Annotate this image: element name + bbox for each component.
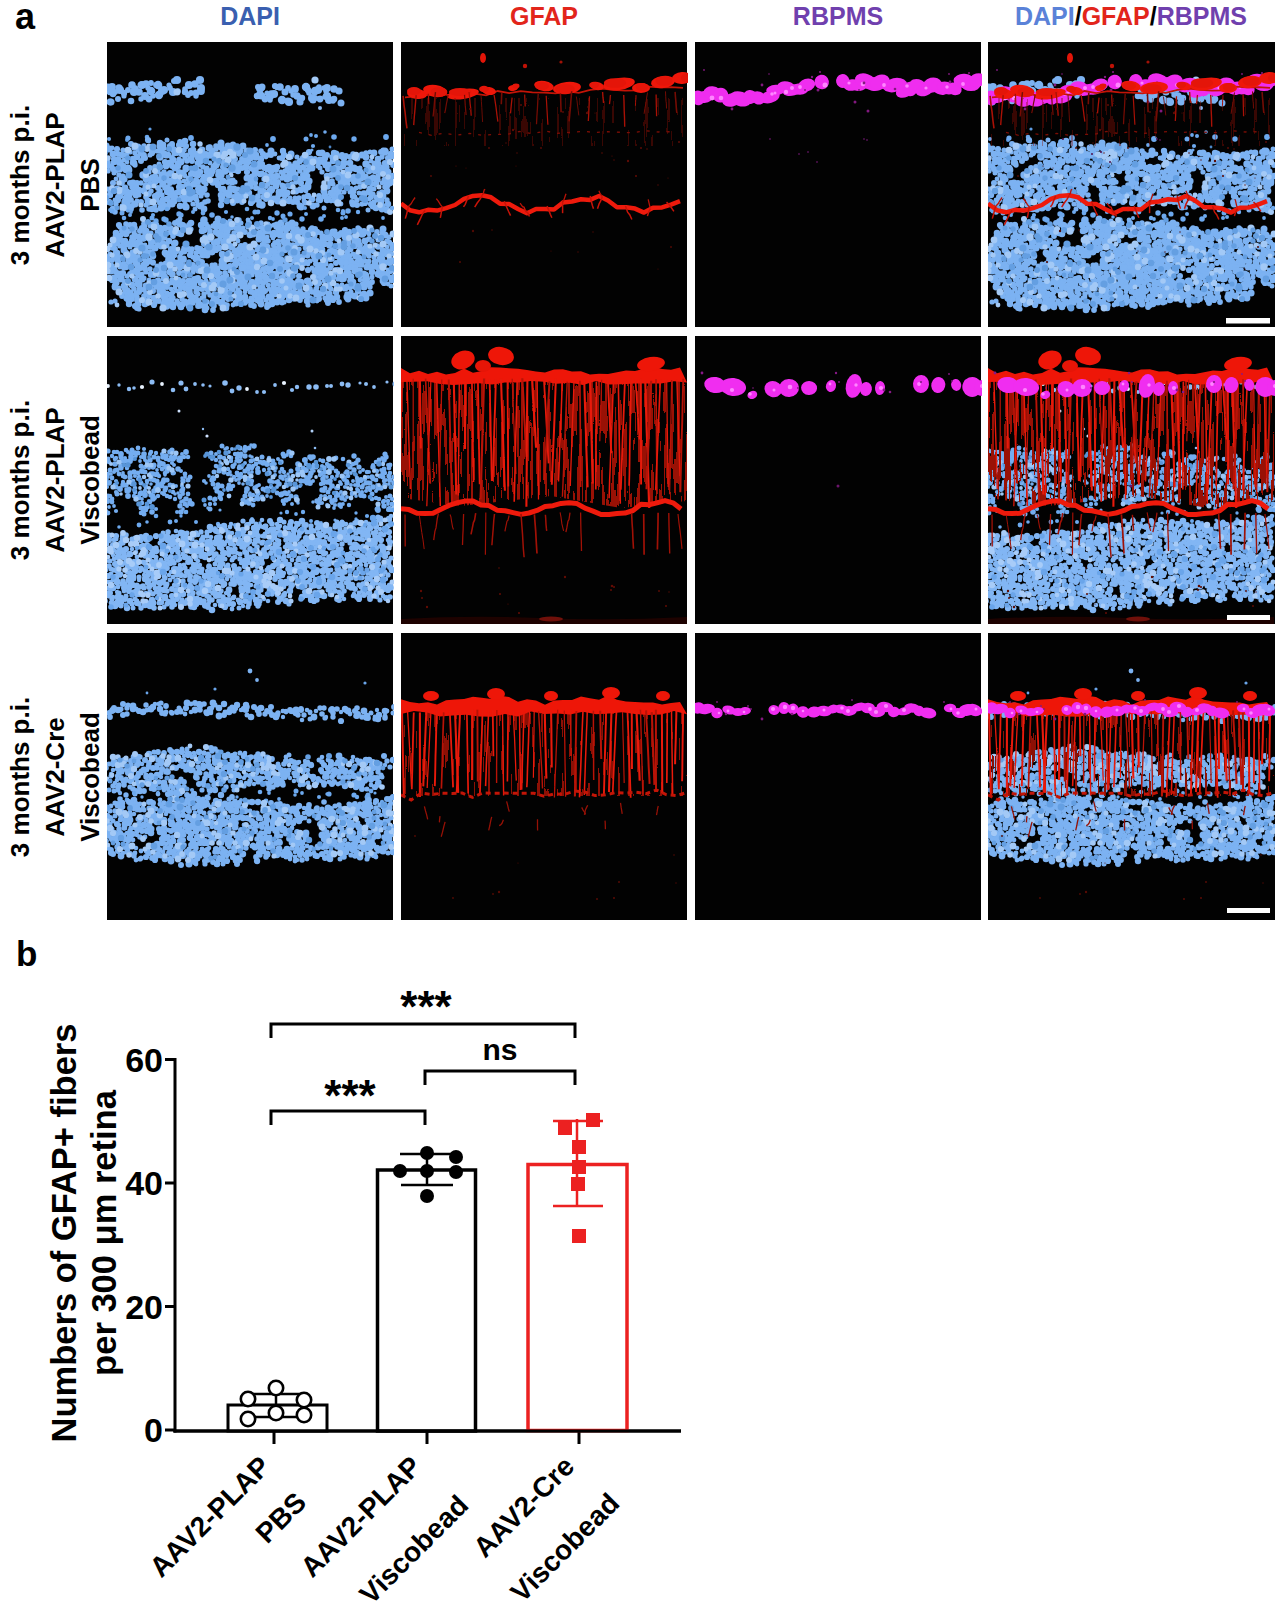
svg-text:40: 40 — [125, 1164, 163, 1202]
svg-text:***: *** — [400, 982, 452, 1031]
svg-text:Numbers of GFAP+ fibers: Numbers of GFAP+ fibers — [45, 1024, 83, 1443]
svg-text:20: 20 — [125, 1288, 163, 1326]
svg-text:per 300 μm retina: per 300 μm retina — [85, 1089, 123, 1376]
svg-text:AAV2-PLAP: AAV2-PLAP — [144, 1450, 277, 1583]
svg-text:***: *** — [324, 1071, 376, 1120]
svg-text:ns: ns — [482, 1033, 517, 1066]
svg-text:PBS: PBS — [250, 1486, 313, 1549]
svg-text:0: 0 — [144, 1411, 163, 1449]
svg-text:60: 60 — [125, 1041, 163, 1079]
